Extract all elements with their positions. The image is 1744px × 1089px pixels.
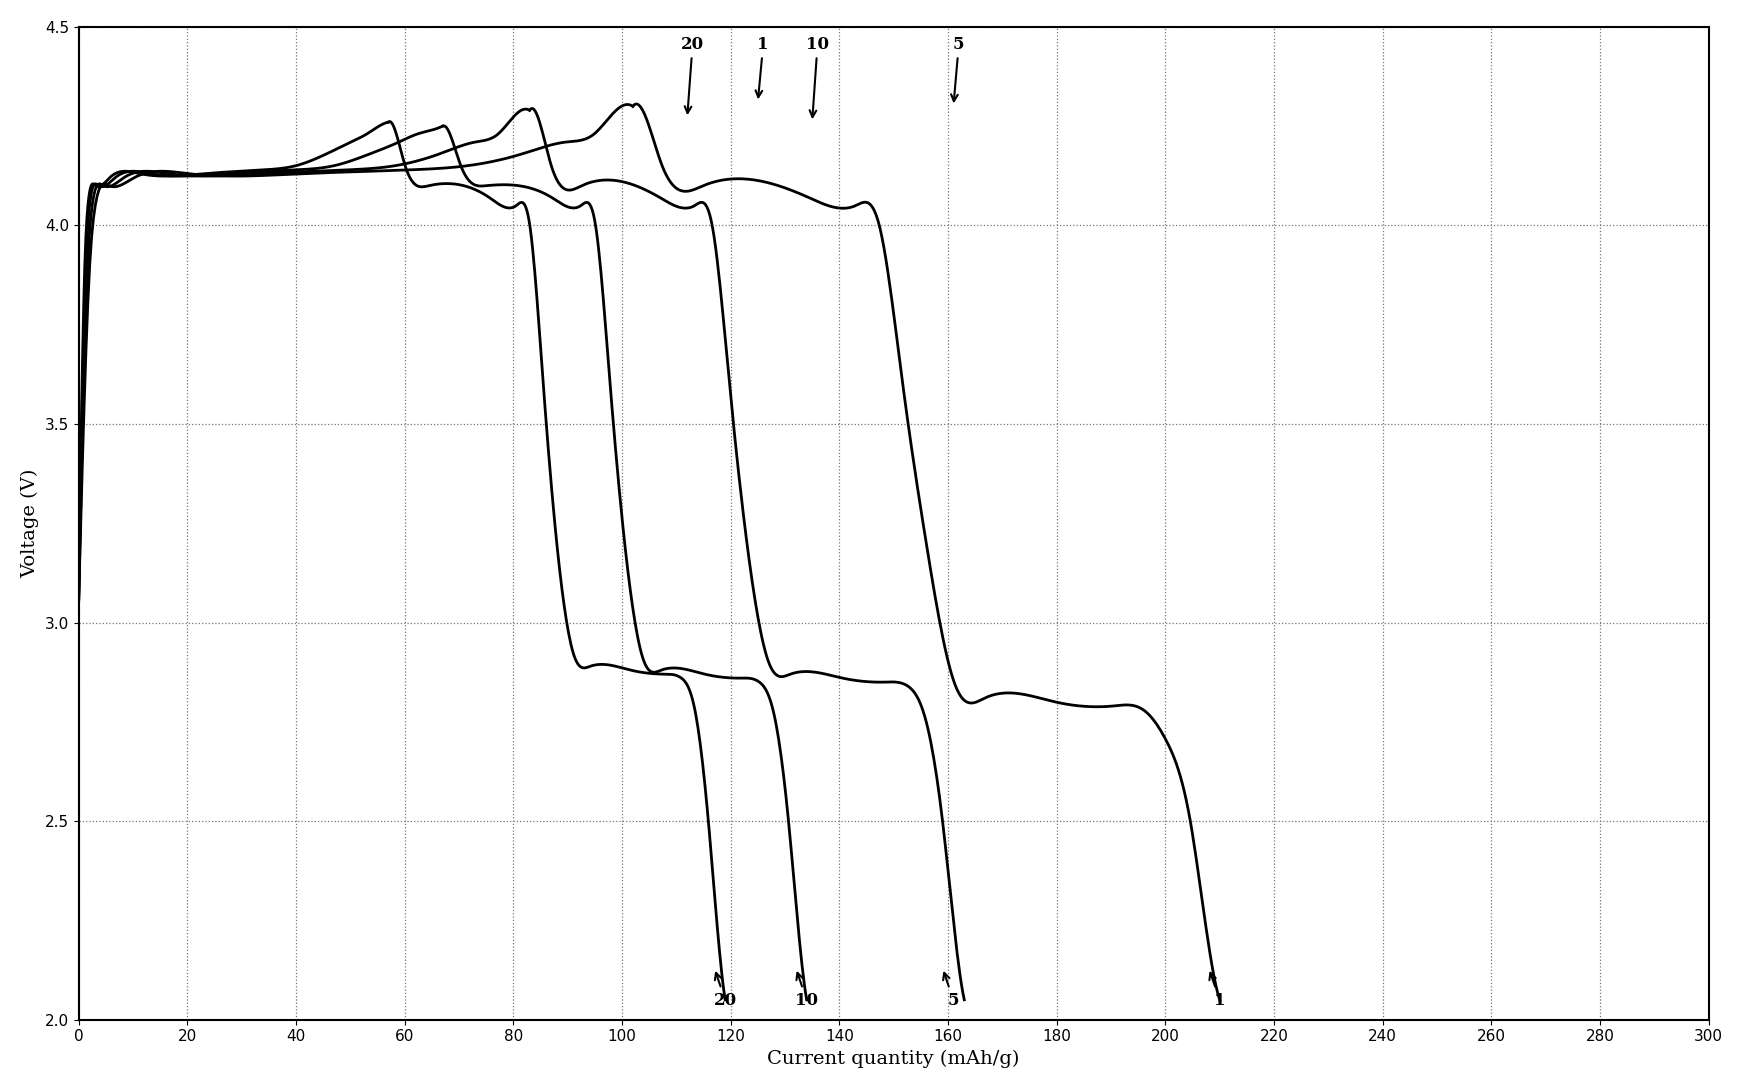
Text: 20: 20 (713, 972, 736, 1008)
Text: 5: 5 (950, 36, 964, 101)
Text: 20: 20 (682, 36, 705, 113)
Text: 10: 10 (795, 972, 818, 1008)
Text: 10: 10 (806, 36, 828, 117)
Text: 1: 1 (755, 36, 769, 97)
Text: 1: 1 (1209, 972, 1226, 1008)
Text: 5: 5 (944, 972, 959, 1008)
Y-axis label: Voltage (V): Voltage (V) (21, 468, 38, 578)
X-axis label: Current quantity (mAh/g): Current quantity (mAh/g) (767, 1050, 1020, 1068)
